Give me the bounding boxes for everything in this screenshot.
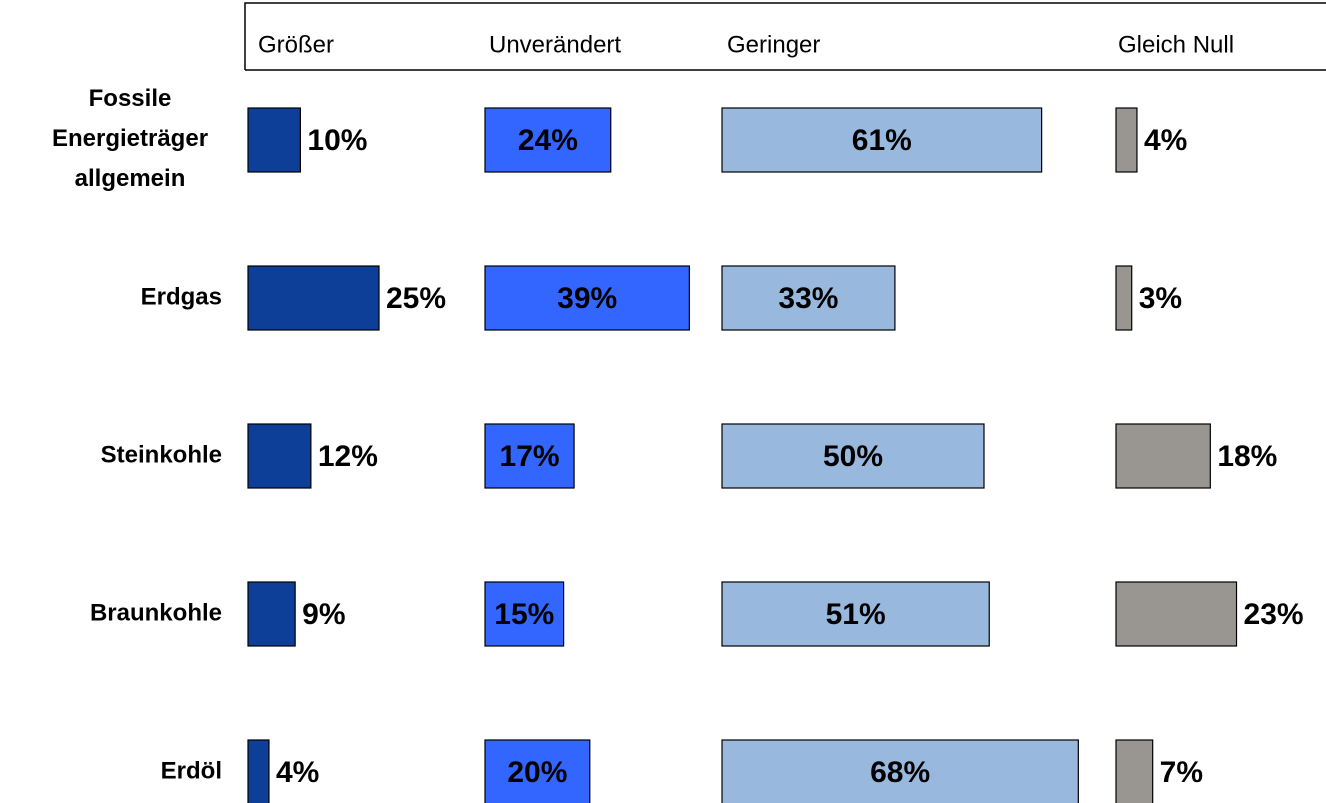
header-frame [244,2,1326,71]
bar [1115,423,1211,489]
bar [721,739,1079,803]
bar [721,107,1043,173]
legend-label: Unverändert [489,31,621,58]
value-label: 7% [1160,756,1203,789]
bar [247,581,296,647]
value-label: 33% [778,282,838,315]
bar [484,265,690,331]
value-label: 10% [307,124,367,157]
value-label: 68% [870,756,930,789]
legend-label: Gleich Null [1118,31,1234,58]
value-label: 24% [518,124,578,157]
bar [484,739,591,803]
value-label: 18% [1217,440,1277,473]
bar [247,739,270,803]
bar [1115,739,1154,803]
legend-label: Geringer [727,31,820,58]
category-label: Fossile Energieträger allgemein [52,85,208,192]
bar [484,581,565,647]
category-label: Erdöl [161,757,222,784]
value-label: 4% [276,756,319,789]
category-label: Steinkohle [101,441,222,468]
value-label: 12% [318,440,378,473]
value-label: 61% [852,124,912,157]
bar [484,107,612,173]
value-label: 23% [1244,598,1304,631]
value-label: 25% [386,282,446,315]
bar [1115,107,1138,173]
value-label: 39% [557,282,617,315]
bar [721,265,896,331]
bar [1115,265,1133,331]
value-label: 20% [507,756,567,789]
category-label: Braunkohle [90,599,222,626]
bar [247,423,312,489]
value-label: 15% [494,598,554,631]
value-label: 4% [1144,124,1187,157]
value-label: 9% [302,598,345,631]
bar [721,581,990,647]
value-label: 3% [1139,282,1182,315]
category-label: Erdgas [141,283,222,310]
bar [247,107,302,173]
value-label: 51% [826,598,886,631]
value-label: 17% [500,440,560,473]
legend-label: Größer [258,31,334,58]
bar [484,423,575,489]
bar [247,265,380,331]
bar [1115,581,1238,647]
bar [721,423,985,489]
value-label: 50% [823,440,883,473]
